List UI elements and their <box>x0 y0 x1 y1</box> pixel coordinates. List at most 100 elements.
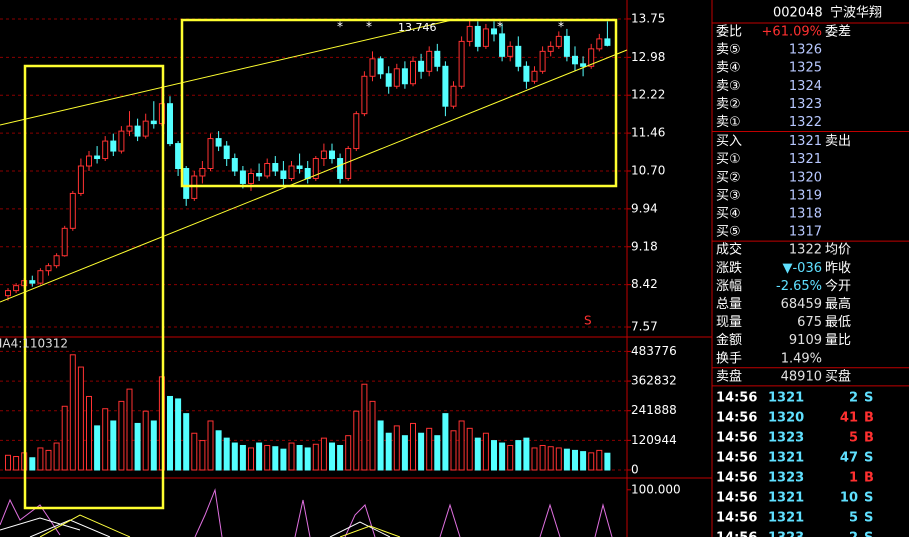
row-value: 1325 <box>789 61 822 76</box>
volume-bar <box>580 451 587 471</box>
candle-body <box>555 35 562 47</box>
row-label: 买⑤ <box>716 225 741 240</box>
tick-side: B <box>864 470 874 485</box>
tick-price: 1321 <box>768 390 804 405</box>
volume-bar <box>604 452 611 471</box>
candle-body <box>385 73 392 87</box>
signal-label: S <box>584 314 592 328</box>
volume-bar <box>426 427 433 471</box>
candle-body <box>547 45 554 52</box>
grid-layer: 13.75 12.98 12.22 11.46 10.70 9.94 9.18 8.42 7.5… <box>0 11 681 496</box>
volume-bar <box>434 435 441 471</box>
y-tick-label: 7.57 <box>631 320 658 334</box>
row-label: 今开 <box>825 278 851 294</box>
tick-time: 14:56 <box>716 470 757 485</box>
y-tick-label: 362832 <box>631 374 677 388</box>
marks-layer <box>5 19 611 471</box>
tick-volume: 41 <box>840 410 858 425</box>
candle-body <box>215 138 222 147</box>
candle-body <box>418 60 425 72</box>
candle-body <box>264 163 271 177</box>
candle-body <box>580 63 587 67</box>
volume-bar <box>207 420 214 471</box>
volume-bar <box>499 442 506 471</box>
candle-body <box>515 45 522 67</box>
volume-bar <box>45 449 52 471</box>
row-value: -2.65% <box>776 279 822 294</box>
highlight-box <box>23 64 165 510</box>
volume-bar <box>410 422 416 471</box>
candle-body <box>239 170 246 184</box>
stock-code: 002048 <box>773 6 823 21</box>
candle-body <box>5 290 11 297</box>
tick-side: S <box>864 450 873 465</box>
candle-body <box>53 255 60 267</box>
volume-bar <box>377 420 384 471</box>
volume-bar <box>474 437 481 471</box>
row-label: 买③ <box>716 188 741 203</box>
volume-bar <box>450 430 457 471</box>
candle-body <box>13 285 20 292</box>
candle-body <box>393 68 400 87</box>
candle-body <box>175 143 182 169</box>
row-label: 委差 <box>825 25 851 40</box>
volume-bar <box>466 427 473 471</box>
trend-line <box>0 49 628 303</box>
row-label: 涨跌 <box>716 260 742 276</box>
row-label: 买入 <box>716 134 742 149</box>
volume-bar <box>94 425 101 471</box>
volume-bar <box>304 447 311 471</box>
row-label: 买② <box>716 170 741 185</box>
candle-body <box>466 25 473 42</box>
volume-bar <box>361 383 368 471</box>
tick-volume: 5 <box>849 510 858 525</box>
row-value: 1321 <box>789 134 822 149</box>
highlight-box <box>180 18 618 188</box>
y-tick-label: 9.94 <box>631 201 658 215</box>
row-value: 9109 <box>789 333 822 348</box>
tick-price: 1323 <box>768 470 804 485</box>
tick-price: 1320 <box>768 410 804 425</box>
volume-bar <box>369 400 376 471</box>
row-label: 最高 <box>825 296 851 312</box>
candle-body <box>491 28 497 35</box>
volume-bar <box>507 444 514 471</box>
candle-body <box>604 38 611 46</box>
row-value: 1317 <box>789 225 822 240</box>
candle-body <box>588 48 595 67</box>
volume-bar <box>53 442 60 471</box>
trend-line <box>0 19 453 126</box>
row-label: 卖③ <box>716 79 741 94</box>
volume-bar <box>329 442 335 471</box>
candle-body <box>507 45 514 57</box>
row-value: 1323 <box>789 97 822 112</box>
row-value: 48910 <box>781 369 822 384</box>
row-value: +61.09% <box>762 25 822 40</box>
volume-bar <box>458 420 465 471</box>
tick-side: B <box>864 410 874 425</box>
row-value: 1319 <box>789 188 822 203</box>
volume-bar <box>442 413 449 471</box>
row-value: 1324 <box>789 79 822 94</box>
candle-body <box>280 170 287 179</box>
candle-body <box>296 165 303 170</box>
candle-body <box>61 227 68 257</box>
volume-bar <box>248 447 254 471</box>
row-label: 成交 <box>716 242 742 258</box>
star-marker: * <box>497 20 503 34</box>
candle-body <box>377 58 384 75</box>
row-label: 最低 <box>825 315 851 330</box>
volume-bar <box>353 410 360 471</box>
row-label: 买① <box>716 152 741 167</box>
tick-side: S <box>864 490 873 505</box>
trend-annotations <box>0 18 628 510</box>
volume-bar <box>385 432 392 471</box>
row-value: 1318 <box>789 207 822 222</box>
candle-body <box>45 265 52 272</box>
volume-bar <box>272 446 279 471</box>
row-value: 1322 <box>789 243 822 258</box>
tick-time: 14:56 <box>716 490 757 505</box>
row-value: ▼-036 <box>782 261 822 276</box>
volume-bar <box>345 435 352 471</box>
